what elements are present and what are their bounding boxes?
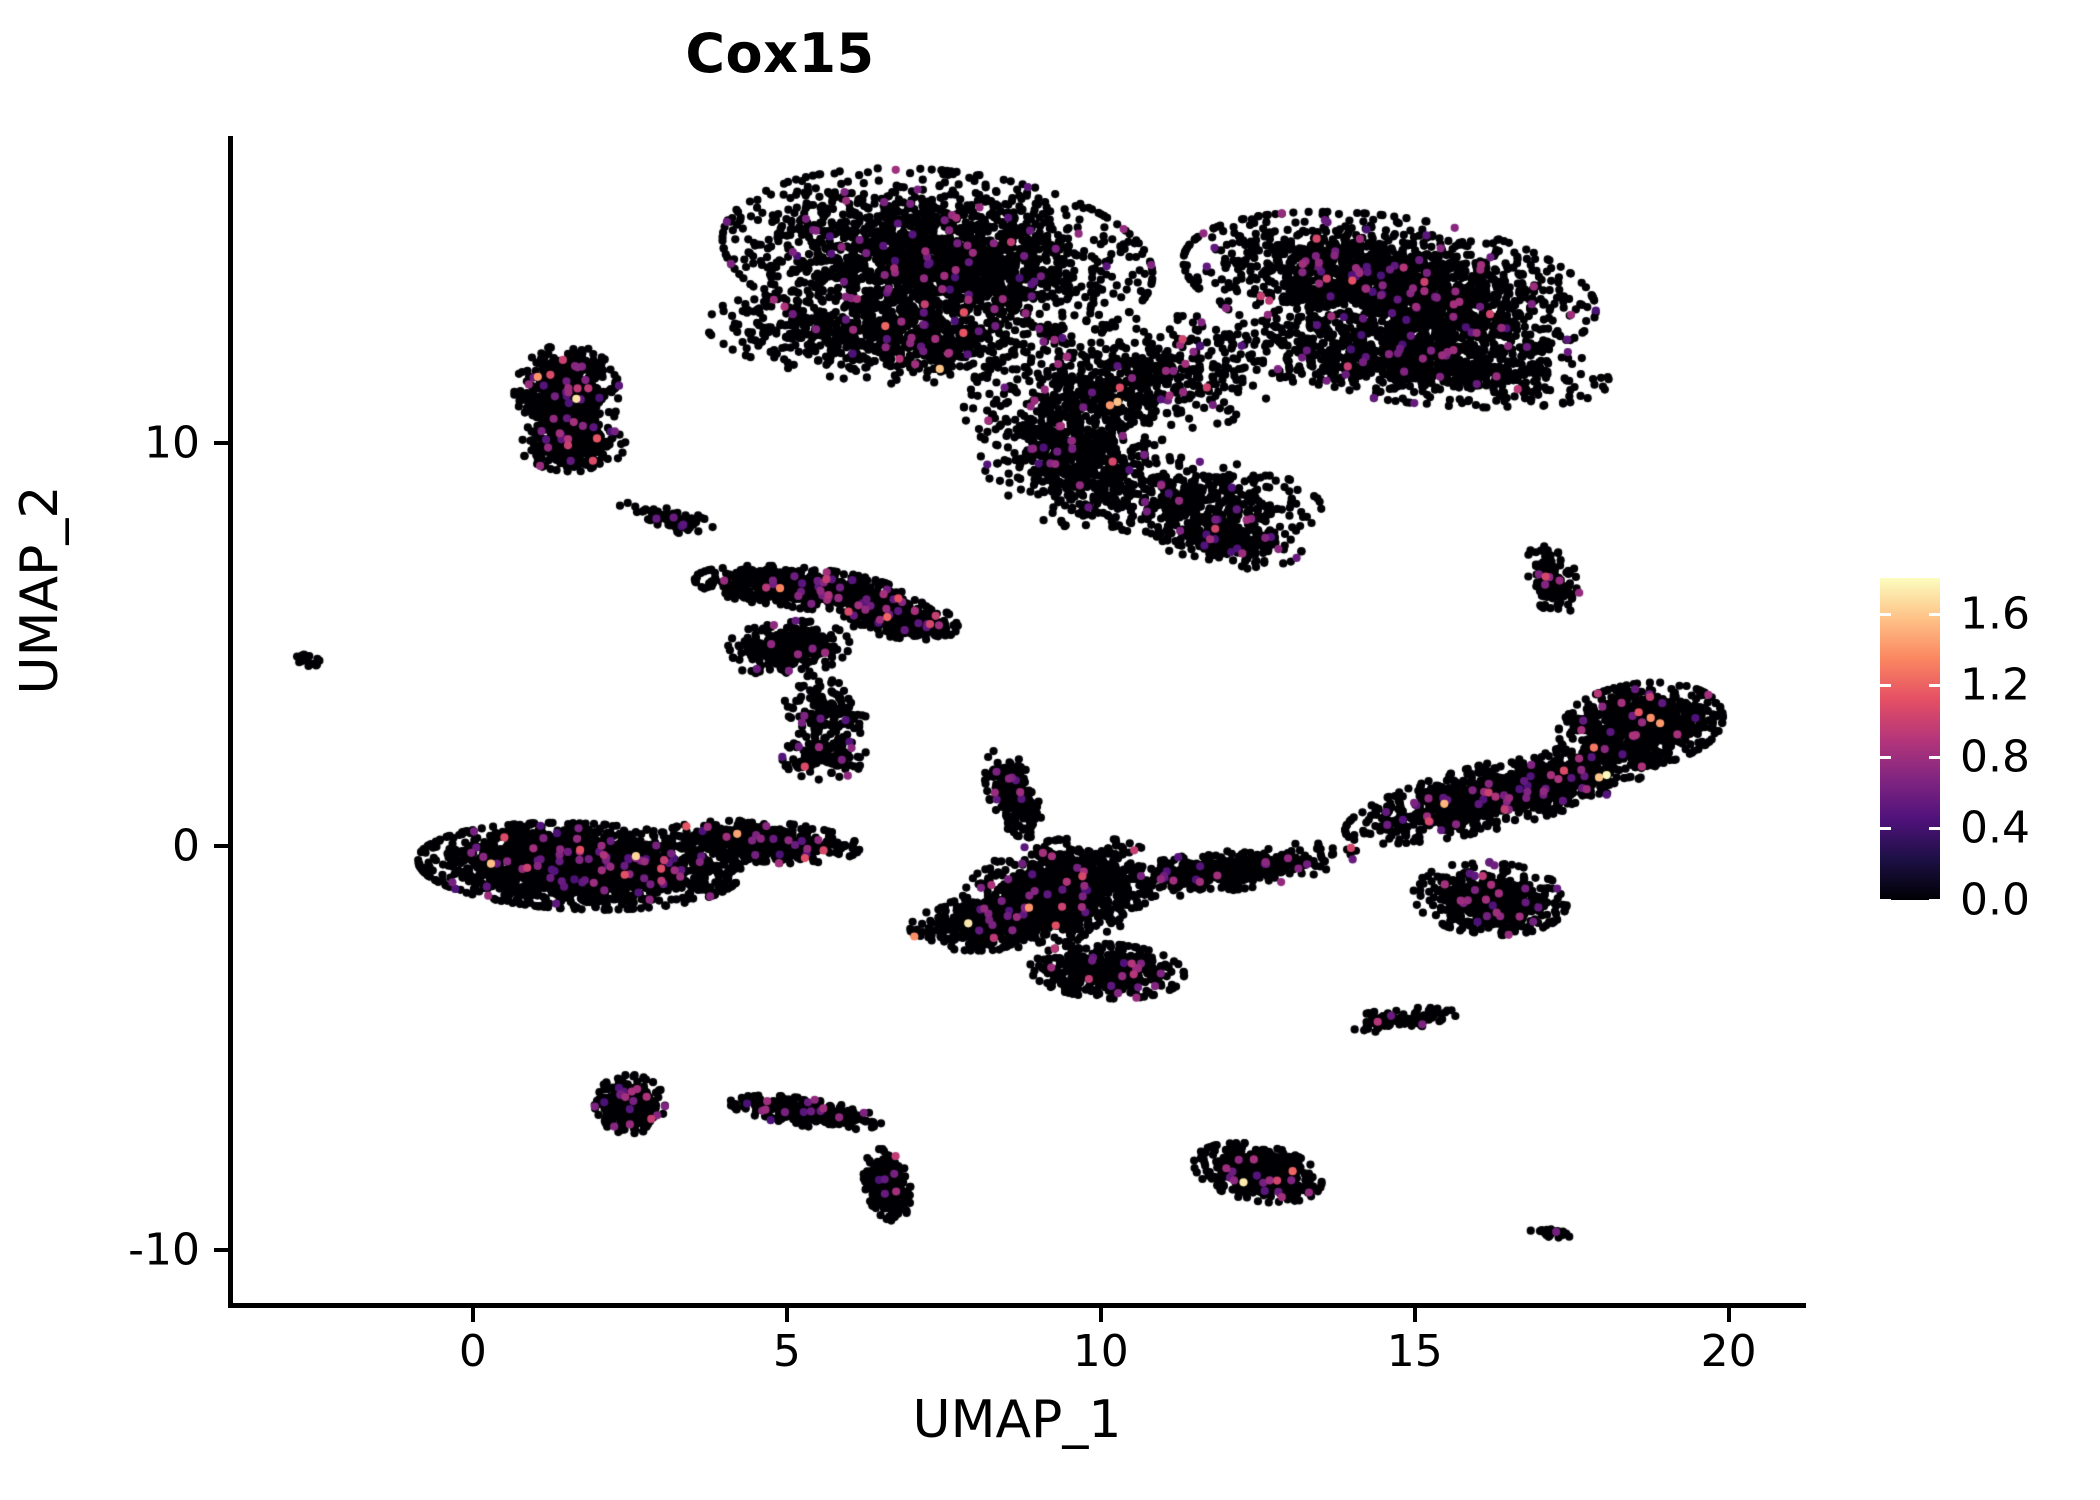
x-tick-mark	[1726, 1308, 1731, 1322]
x-axis-label: UMAP_1	[912, 1390, 1122, 1450]
x-tick-label: 5	[772, 1326, 801, 1377]
colorbar-gradient	[1880, 578, 1940, 900]
x-tick-mark	[470, 1308, 475, 1322]
axis-spine-left	[228, 136, 233, 1308]
x-tick-label: 0	[458, 1326, 487, 1377]
y-tick-label: 10	[144, 417, 200, 469]
plot-axes-area	[228, 136, 1804, 1306]
y-tick-label: 0	[172, 820, 200, 872]
colorbar-tick-label: 0.4	[1960, 802, 2030, 854]
scatter-canvas	[228, 136, 1804, 1306]
x-tick-label: 10	[1072, 1326, 1129, 1377]
page-title: Cox15	[685, 22, 875, 85]
colorbar-tick-label: 1.6	[1960, 588, 2030, 640]
y-axis-label: UMAP_2	[10, 485, 70, 695]
colorbar-tick-label: 0.8	[1960, 731, 2030, 783]
x-tick-label: 20	[1700, 1326, 1757, 1377]
axis-spine-bottom	[228, 1303, 1806, 1308]
y-tick-mark	[214, 1247, 228, 1252]
x-tick-mark	[1412, 1308, 1417, 1322]
x-tick-mark	[1098, 1308, 1103, 1322]
colorbar-tick-label: 1.2	[1960, 659, 2030, 711]
x-tick-mark	[784, 1308, 789, 1322]
x-tick-label: 15	[1386, 1326, 1443, 1377]
y-tick-mark	[214, 440, 228, 445]
y-tick-mark	[214, 844, 228, 849]
colorbar	[1880, 578, 1940, 900]
colorbar-tick-label: 0.0	[1960, 874, 2030, 926]
y-tick-label: -10	[128, 1224, 200, 1276]
